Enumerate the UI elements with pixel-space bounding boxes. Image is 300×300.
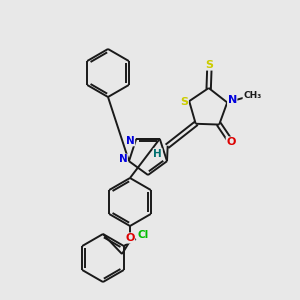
Text: O: O — [125, 233, 135, 243]
Text: N: N — [228, 95, 237, 106]
Text: H: H — [153, 149, 162, 159]
Text: O: O — [226, 137, 236, 147]
Text: Cl: Cl — [137, 230, 148, 240]
Text: N: N — [126, 136, 135, 146]
Text: CH₃: CH₃ — [243, 91, 261, 100]
Text: N: N — [118, 154, 127, 164]
Text: S: S — [180, 97, 188, 107]
Text: S: S — [206, 60, 214, 70]
